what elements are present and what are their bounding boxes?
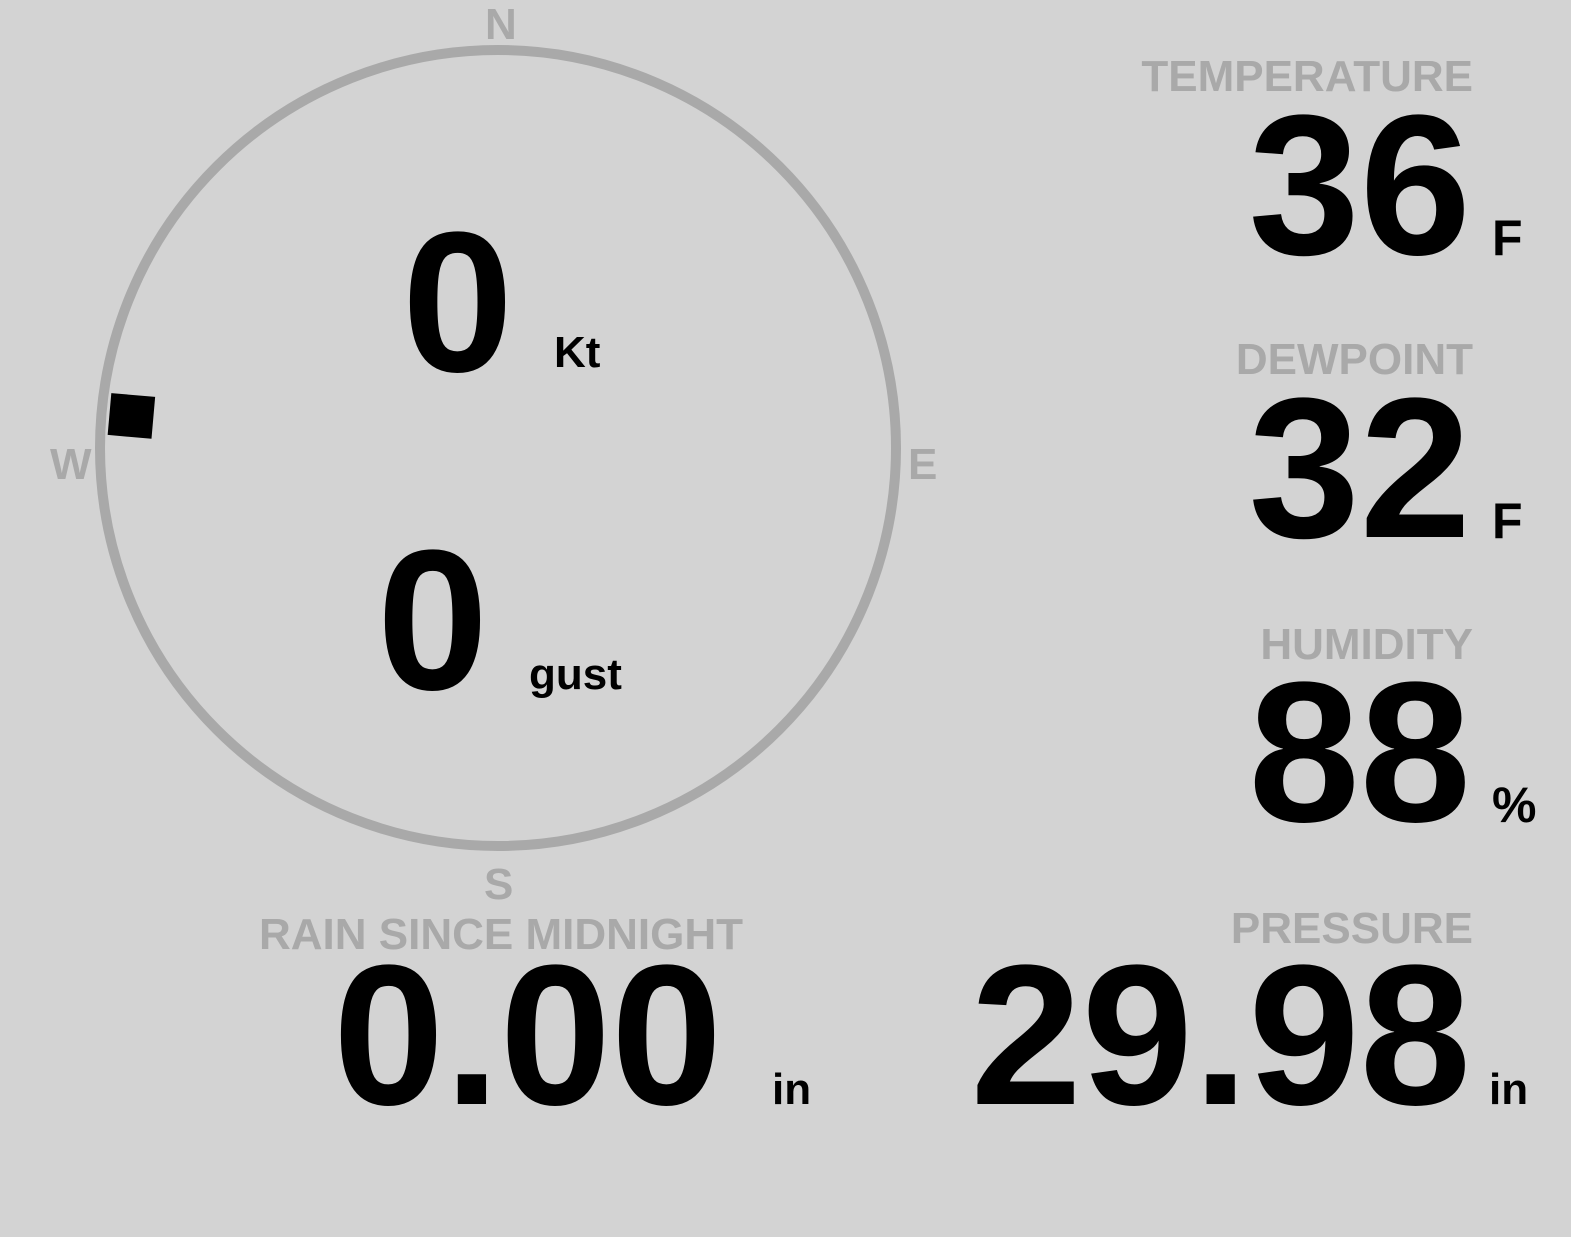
- compass-west-label: W: [50, 440, 92, 489]
- compass-ring: [95, 45, 901, 851]
- rain-value: 0.00: [333, 924, 723, 1147]
- wind-direction-marker: [107, 393, 156, 439]
- compass-south-label: S: [484, 860, 514, 909]
- pressure-label: PRESSURE: [1230, 904, 1473, 953]
- compass-north-label: N: [485, 0, 517, 49]
- wind-gust-value: 0: [377, 509, 489, 732]
- dewpoint-value: 32: [1248, 357, 1471, 580]
- wind-gust-unit: gust: [529, 650, 622, 699]
- humidity-value: 88: [1248, 641, 1471, 864]
- humidity-unit: %: [1492, 777, 1537, 833]
- dewpoint-label: DEWPOINT: [1235, 335, 1473, 384]
- wind-speed-value: 0: [402, 191, 514, 414]
- temperature-value: 36: [1248, 74, 1471, 297]
- compass-east-label: E: [908, 440, 938, 489]
- rain-label: RAIN SINCE MIDNIGHT: [259, 910, 743, 959]
- temperature-label: TEMPERATURE: [1141, 52, 1473, 101]
- wind-speed-unit: Kt: [554, 328, 601, 377]
- dewpoint-unit: F: [1492, 493, 1523, 549]
- humidity-label: HUMIDITY: [1260, 620, 1473, 669]
- rain-unit: in: [772, 1065, 812, 1114]
- pressure-value: 29.98: [970, 924, 1472, 1147]
- temperature-unit: F: [1492, 210, 1523, 266]
- pressure-unit: in: [1489, 1065, 1529, 1114]
